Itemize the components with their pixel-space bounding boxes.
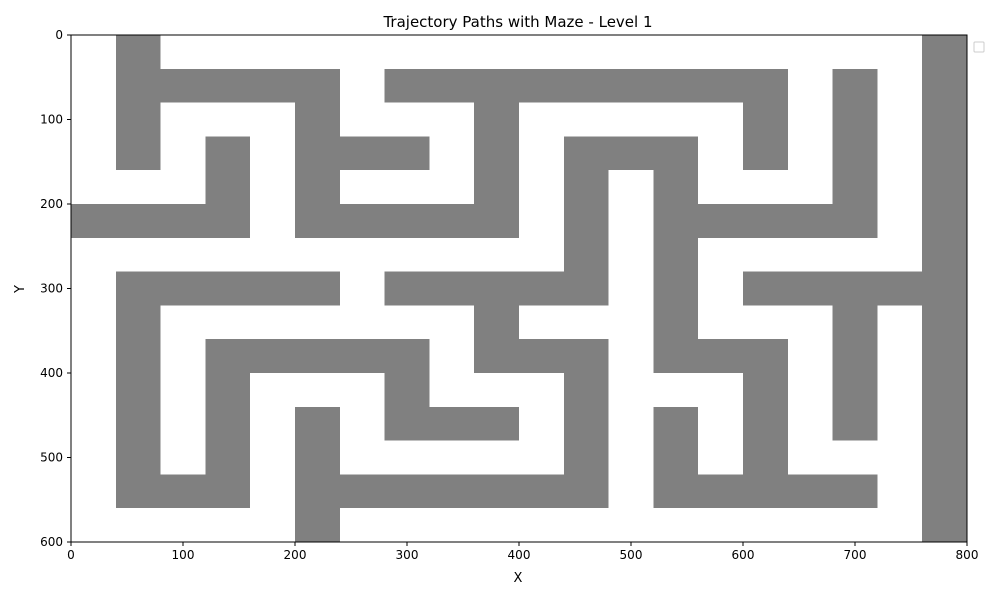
x-tick-label: 700: [844, 548, 867, 562]
y-tick-label: 500: [40, 451, 63, 465]
maze-wall-16: [474, 68, 519, 204]
maze-wall-5: [339, 136, 430, 171]
maze-wall-29: [922, 35, 967, 542]
y-tick-label: 600: [40, 535, 63, 549]
x-tick-label: 200: [284, 548, 307, 562]
maze-wall-31: [743, 339, 788, 475]
maze-wall-22: [653, 204, 878, 238]
y-axis-label: Y: [13, 285, 28, 294]
legend-box: [973, 41, 985, 53]
maze-wall-28: [832, 271, 878, 441]
maze-wall-33: [653, 474, 878, 509]
x-tick-label: 300: [396, 548, 419, 562]
y-axis-ticks: 0 100 200 300 400 500 600: [40, 28, 71, 549]
y-tick-label: 200: [40, 197, 63, 211]
maze-wall-4: [71, 204, 251, 238]
maze-walls: [71, 35, 967, 542]
x-tick-label: 500: [620, 548, 643, 562]
x-tick-label: 100: [172, 548, 195, 562]
maze-wall-21: [653, 136, 699, 373]
x-tick-label: 600: [732, 548, 755, 562]
y-tick-label: 0: [55, 28, 63, 42]
y-tick-label: 100: [40, 113, 63, 127]
maze-wall-15: [384, 68, 788, 103]
x-tick-label: 0: [67, 548, 75, 562]
maze-wall-14: [384, 406, 519, 441]
maze-wall-35: [295, 474, 609, 509]
maze-wall-17: [743, 68, 788, 171]
chart-title: Trajectory Paths with Maze - Level 1: [382, 13, 652, 31]
y-tick-label: 300: [40, 282, 63, 296]
maze-wall-9: [115, 271, 161, 509]
maze-wall-2: [295, 68, 340, 238]
y-tick-label: 400: [40, 366, 63, 380]
x-tick-label: 400: [508, 548, 531, 562]
x-axis-ticks: 0 100 200 300 400 500 600 700 800: [67, 542, 978, 562]
x-axis-label: X: [514, 571, 523, 586]
maze-wall-6: [339, 204, 519, 238]
x-tick-label: 800: [956, 548, 979, 562]
